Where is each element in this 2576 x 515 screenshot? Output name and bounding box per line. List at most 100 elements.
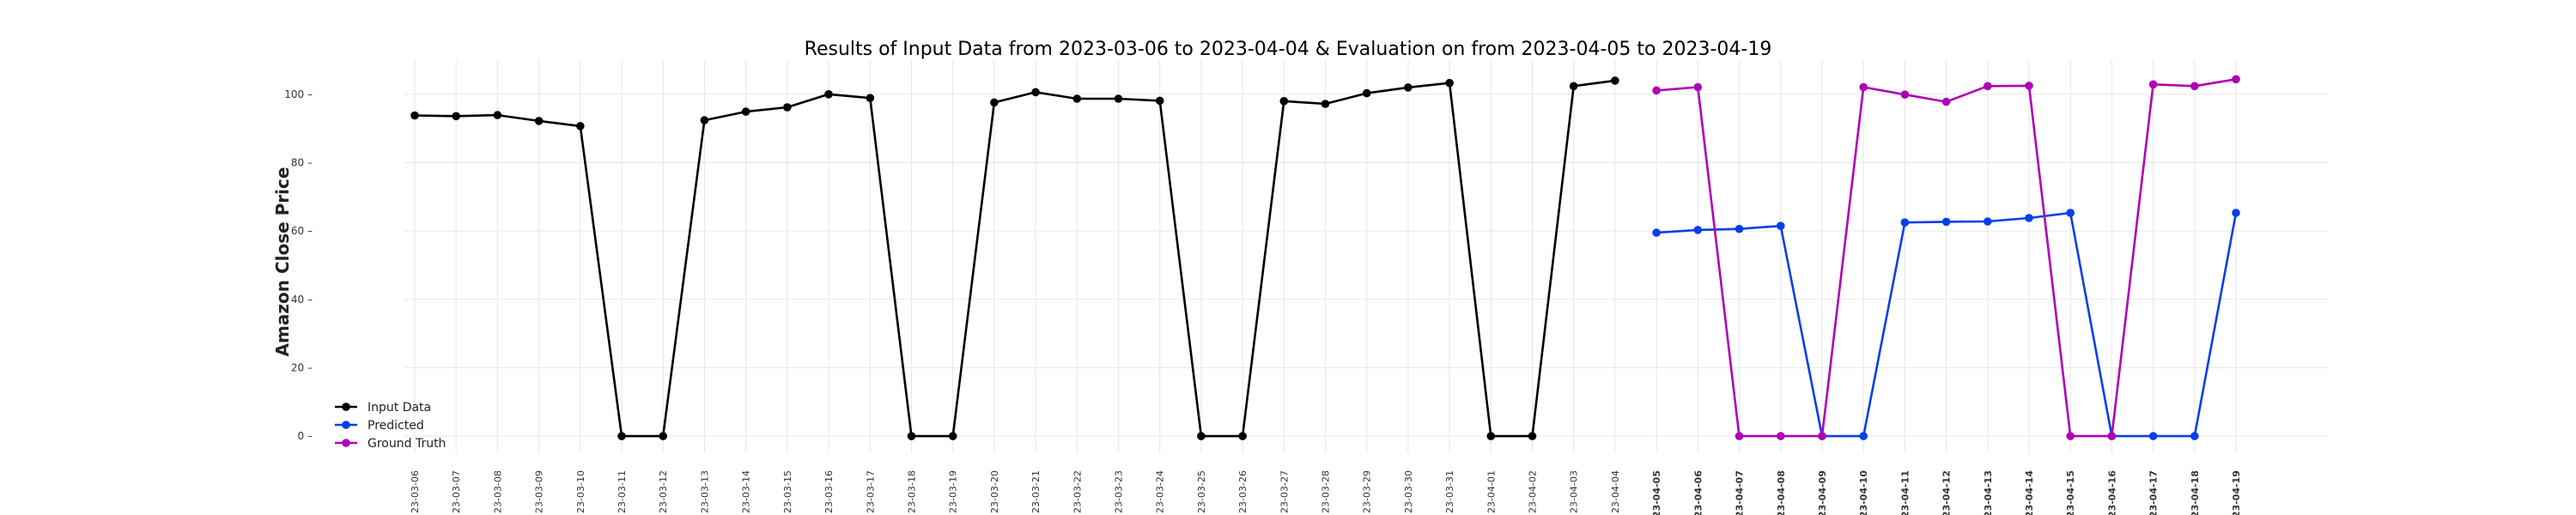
x-tick-label: 23-04-19 (2231, 470, 2242, 515)
legend-input-data-marker (342, 403, 350, 411)
predicted-point (1859, 432, 1868, 440)
input-data-point (617, 432, 626, 440)
x-tick-label: 23-03-12 (658, 470, 669, 513)
ground-truth-point (2190, 82, 2199, 91)
predicted-point (1941, 217, 1951, 227)
x-tick-label: 23-04-02 (1528, 470, 1539, 513)
predicted-point (2232, 209, 2240, 217)
input-data-point (1114, 94, 1123, 103)
predicted-point (1693, 226, 1703, 234)
x-tick-label: 23-04-04 (1610, 470, 1621, 513)
predicted-point (1984, 217, 1992, 226)
x-tick-label: 23-04-07 (1735, 470, 1746, 515)
input-data-point (1362, 88, 1371, 98)
legend-predicted-marker (342, 421, 350, 429)
y-tick-label: 100 – (284, 88, 313, 100)
ground-truth-point (1818, 432, 1826, 440)
x-tick-label: 23-04-06 (1692, 470, 1704, 515)
input-data-point (1404, 83, 1413, 92)
y-tick-label: 80 – (291, 156, 313, 168)
x-tick-label: 23-03-26 (1237, 470, 1249, 513)
y-tick-label: 20 – (291, 361, 313, 373)
plot-area (410, 75, 2240, 440)
x-tick-label: 23-04-05 (1651, 470, 1662, 515)
input-data-line (414, 79, 1616, 438)
input-data-point (990, 98, 999, 107)
x-tick-label: 23-04-15 (2065, 470, 2076, 515)
ground-truth-point (1900, 90, 1910, 99)
y-tick-label: 40 – (291, 294, 313, 306)
x-tick-label: 23-04-16 (2106, 470, 2117, 515)
predicted-point (1900, 218, 1910, 227)
x-tick-label: 23-04-10 (1858, 470, 1869, 515)
x-tick-label: 23-04-03 (1569, 470, 1580, 513)
x-tick-label: 23-04-13 (1983, 470, 1994, 515)
x-tick-label: 23-03-10 (575, 470, 586, 513)
input-data-point (1155, 96, 1164, 106)
predicted-point (1652, 228, 1661, 237)
x-tick-label: 23-03-14 (741, 470, 752, 513)
x-tick-label: 23-03-08 (492, 470, 503, 513)
input-data-point (783, 103, 792, 112)
x-tick-label: 23-03-23 (1113, 470, 1124, 513)
predicted-point (2066, 209, 2075, 217)
x-tick-label: 23-04-18 (2190, 470, 2201, 515)
ground-truth-point (2066, 432, 2075, 440)
legend-ground-truth-marker (342, 439, 350, 447)
x-tick-label: 23-03-20 (989, 470, 1000, 513)
x-tick-label: 23-03-15 (782, 470, 793, 513)
x-tick-label: 23-04-11 (1899, 470, 1911, 515)
legend-input-data-label: Input Data (368, 401, 431, 415)
input-data-point (1486, 432, 1496, 440)
x-tick-label: 23-03-17 (865, 470, 876, 513)
x-tick-label: 23-03-25 (1196, 470, 1207, 513)
x-tick-label: 23-03-18 (906, 470, 917, 513)
input-data-point (1569, 82, 1578, 91)
input-data-point (1072, 94, 1082, 103)
x-tick-label: 23-04-17 (2148, 470, 2160, 515)
input-data-point (410, 111, 419, 120)
predicted-point (2148, 432, 2158, 440)
ground-truth-point (1984, 82, 1992, 91)
x-tick-label: 23-03-24 (1155, 470, 1166, 513)
x-tick-label: 23-03-21 (1030, 470, 1042, 513)
input-data-point (907, 432, 916, 440)
y-axis-ticks: 0 – 20 – 40 – 60 – 80 – 100 – (284, 88, 313, 442)
ground-truth-point (1859, 82, 1868, 92)
input-data-point (700, 116, 709, 124)
input-data-point (452, 112, 460, 121)
legend-predicted-label: Predicted (368, 419, 424, 433)
input-data-point (659, 432, 667, 440)
x-tick-label: 23-03-07 (451, 470, 462, 513)
x-tick-label: 23-04-08 (1776, 470, 1787, 515)
y-axis-label: Amazon Close Price (272, 167, 293, 357)
grid (404, 60, 2329, 453)
x-tick-label: 23-03-30 (1403, 470, 1414, 513)
input-data-point (1238, 432, 1247, 440)
input-data-point (1528, 432, 1537, 440)
x-tick-label: 23-03-31 (1444, 470, 1455, 513)
input-data-point (1279, 97, 1289, 106)
x-axis-ticks: 23-03-06 23-03-07 23-03-08 23-03-09 23-03-10… (410, 470, 2242, 515)
predicted-point (1777, 221, 1785, 231)
x-tick-label: 23-03-16 (823, 470, 835, 513)
ground-truth-point (2025, 82, 2033, 90)
ground-truth-point (1735, 432, 1744, 440)
x-tick-label: 23-03-06 (410, 470, 421, 513)
input-data-point (1031, 88, 1040, 97)
input-data-point (866, 94, 875, 102)
ground-truth-point (1941, 97, 1951, 106)
ground-truth-point (2148, 80, 2158, 89)
x-tick-label: 23-03-09 (534, 470, 545, 513)
ground-truth-point (2107, 432, 2117, 440)
y-tick-label: 60 – (291, 225, 313, 237)
ground-truth-point (1693, 82, 1703, 92)
input-data-point (1445, 78, 1454, 88)
input-data-point (1321, 100, 1330, 108)
ground-truth-point (1652, 86, 1661, 95)
input-data-point (576, 122, 585, 130)
x-tick-label: 23-03-11 (617, 470, 628, 513)
input-data-point (1611, 76, 1619, 85)
